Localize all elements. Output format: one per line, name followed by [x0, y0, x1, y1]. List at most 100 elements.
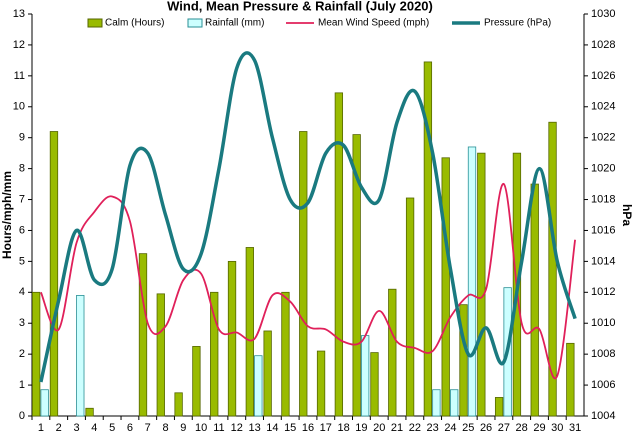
x-tick-label: 29	[533, 422, 545, 434]
bar	[405, 197, 415, 417]
bar	[477, 152, 486, 417]
y2-tick-label: 1008	[591, 348, 615, 360]
bar	[254, 355, 263, 417]
line	[39, 51, 577, 383]
bar	[210, 291, 219, 417]
bar	[432, 389, 441, 417]
x-tick-label: 16	[302, 422, 314, 434]
bar	[548, 121, 557, 417]
bar	[388, 288, 397, 417]
y2-tick-label: 1018	[591, 193, 615, 205]
y2-tick-label: 1026	[591, 70, 615, 82]
bar	[467, 146, 477, 417]
y-tick-label: 4	[19, 286, 25, 298]
x-tick-label: 7	[145, 422, 151, 434]
y-tick-label: 3	[19, 317, 25, 329]
y2-tick-label: 1028	[591, 39, 615, 51]
bar	[361, 335, 370, 417]
bar	[316, 350, 326, 417]
legend-label: Calm (Hours)	[105, 18, 164, 29]
x-tick-label: 17	[320, 422, 332, 434]
y-tick-label: 0	[19, 410, 25, 422]
y-tick-label: 12	[13, 39, 25, 51]
x-tick-label: 8	[162, 422, 168, 434]
y2-tick-label: 1004	[591, 410, 615, 422]
y2-tick-label: 1020	[591, 163, 615, 175]
y-tick-label: 10	[13, 101, 25, 113]
x-tick-label: 3	[73, 422, 79, 434]
y-tick-label: 1	[19, 379, 25, 391]
x-tick-label: 13	[248, 422, 260, 434]
bar	[352, 134, 361, 417]
bar	[49, 131, 59, 417]
legend-label: Mean Wind Speed (mph)	[318, 18, 429, 29]
x-tick-label: 5	[109, 422, 115, 434]
bar	[227, 260, 237, 417]
bar	[156, 293, 165, 417]
legend-label: Rainfall (mm)	[205, 18, 264, 29]
chart-title: Wind, Mean Pressure & Rainfall (July 202…	[167, 0, 433, 13]
y-tick-label: 11	[14, 70, 25, 82]
bar	[138, 253, 148, 417]
bar	[76, 294, 85, 417]
y-tick-label: 9	[19, 132, 25, 144]
bar	[245, 247, 254, 417]
bar	[459, 304, 468, 417]
x-tick-label: 25	[462, 422, 474, 434]
x-tick-label: 20	[373, 422, 385, 434]
y-tick-label: 7	[19, 193, 25, 205]
bar	[334, 92, 344, 417]
x-tick-label: 4	[91, 422, 97, 434]
y2-tick-label: 1024	[591, 101, 615, 113]
legend-swatch	[187, 18, 203, 28]
bar	[530, 183, 539, 417]
x-tick-label: 27	[498, 422, 510, 434]
y2-tick-label: 1016	[591, 224, 615, 236]
x-tick-label: 15	[284, 422, 296, 434]
y2-tick-label: 1012	[591, 286, 615, 298]
x-tick-label: 28	[516, 422, 528, 434]
y-tick-label: 5	[19, 255, 25, 267]
x-tick-label: 24	[444, 422, 456, 434]
line	[40, 183, 576, 380]
y2-tick-label: 1022	[591, 132, 615, 144]
x-tick-label: 23	[427, 422, 439, 434]
x-tick-label: 21	[391, 422, 403, 434]
bar	[281, 291, 290, 417]
bar	[263, 330, 272, 417]
bar	[370, 352, 379, 417]
x-tick-label: 26	[480, 422, 492, 434]
x-tick-label: 12	[231, 422, 243, 434]
y-tick-label: 2	[19, 348, 25, 360]
x-tick-label: 10	[195, 422, 207, 434]
x-tick-label: 6	[127, 422, 133, 434]
x-tick-label: 22	[409, 422, 421, 434]
y-tick-label: 13	[13, 8, 25, 20]
bar	[566, 342, 575, 417]
y2-tick-label: 1006	[591, 379, 615, 391]
bar	[450, 389, 459, 417]
bar	[32, 291, 41, 417]
x-tick-label: 1	[38, 422, 44, 434]
bar	[192, 346, 201, 417]
x-tick-label: 11	[213, 422, 224, 434]
x-tick-label: 18	[337, 422, 349, 434]
x-tick-label: 31	[569, 422, 581, 434]
bar	[423, 61, 433, 417]
bar	[85, 407, 94, 417]
y2-tick-label: 1030	[591, 8, 615, 20]
y2-axis-label: hPa	[620, 204, 634, 226]
bar	[441, 157, 450, 417]
x-tick-label: 9	[180, 422, 186, 434]
bar	[494, 397, 504, 417]
bar	[40, 389, 49, 417]
legend-label: Pressure (hPa)	[484, 18, 551, 29]
y-tick-label: 8	[19, 163, 25, 175]
x-tick-label: 2	[56, 422, 62, 434]
x-tick-label: 19	[355, 422, 367, 434]
y-axis-label: Hours/mph/mm	[0, 171, 14, 259]
bar	[299, 131, 308, 417]
legend-swatch	[87, 18, 103, 28]
y2-tick-label: 1014	[591, 255, 615, 267]
